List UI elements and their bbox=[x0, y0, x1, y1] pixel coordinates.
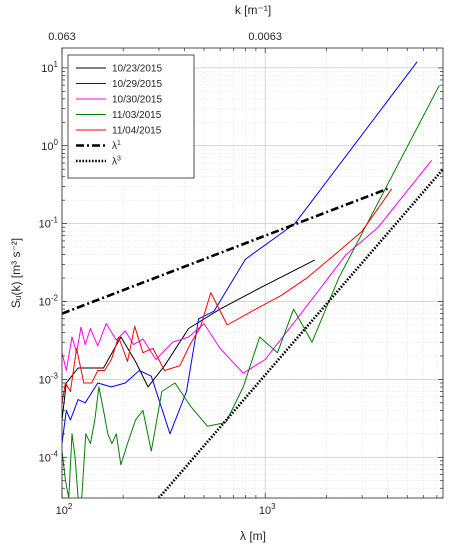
y-tick-label: 100 bbox=[41, 138, 58, 153]
y-tick-label: 10-4 bbox=[39, 449, 59, 464]
plot-area-border bbox=[61, 47, 444, 499]
series-line-2 bbox=[62, 61, 418, 444]
series-line-1 bbox=[62, 259, 315, 421]
series-line-4 bbox=[62, 84, 440, 498]
y-tick-label: 10-1 bbox=[39, 216, 59, 231]
series-line-7 bbox=[157, 168, 443, 498]
series-line-6 bbox=[62, 187, 388, 315]
top-tick-label: 0.0063 bbox=[248, 31, 282, 43]
y-axis-title: Sᵤ(k) [m³ s⁻²] bbox=[9, 238, 23, 308]
tick-labels: 102 103 10-4 10-3 10-2 10-1 100 101 0.063 0.0063 bbox=[39, 31, 282, 517]
legend-label-6: λ1 bbox=[112, 140, 121, 152]
series-layer bbox=[62, 61, 443, 498]
legend-label-7: λ3 bbox=[112, 156, 121, 168]
y-tick-label: 10-3 bbox=[39, 371, 59, 386]
y-tick-label: 10-2 bbox=[39, 294, 59, 309]
legend: 10/23/2015 10/29/2015 10/30/2015 11/03/2015… bbox=[67, 54, 195, 179]
legend-label-4: 11/03/2015 bbox=[112, 110, 162, 121]
top-tick-label: 0.063 bbox=[48, 31, 76, 43]
legend-label-1: 10/23/2015 bbox=[112, 64, 162, 75]
y-tick-label: 101 bbox=[41, 60, 58, 75]
top-axis-title: k [m⁻¹] bbox=[235, 3, 271, 17]
grid bbox=[61, 48, 443, 499]
tick-marks bbox=[61, 48, 443, 499]
series-line-3 bbox=[62, 159, 433, 374]
x-axis-title: λ [m] bbox=[240, 529, 266, 543]
x-tick-label: 103 bbox=[259, 502, 276, 517]
legend-label-2: 10/29/2015 bbox=[112, 79, 162, 90]
series-line-5 bbox=[62, 188, 393, 403]
legend-box bbox=[67, 54, 195, 179]
legend-label-3: 10/30/2015 bbox=[112, 95, 162, 106]
x-tick-label: 102 bbox=[56, 502, 73, 517]
legend-label-5: 11/04/2015 bbox=[112, 126, 162, 137]
